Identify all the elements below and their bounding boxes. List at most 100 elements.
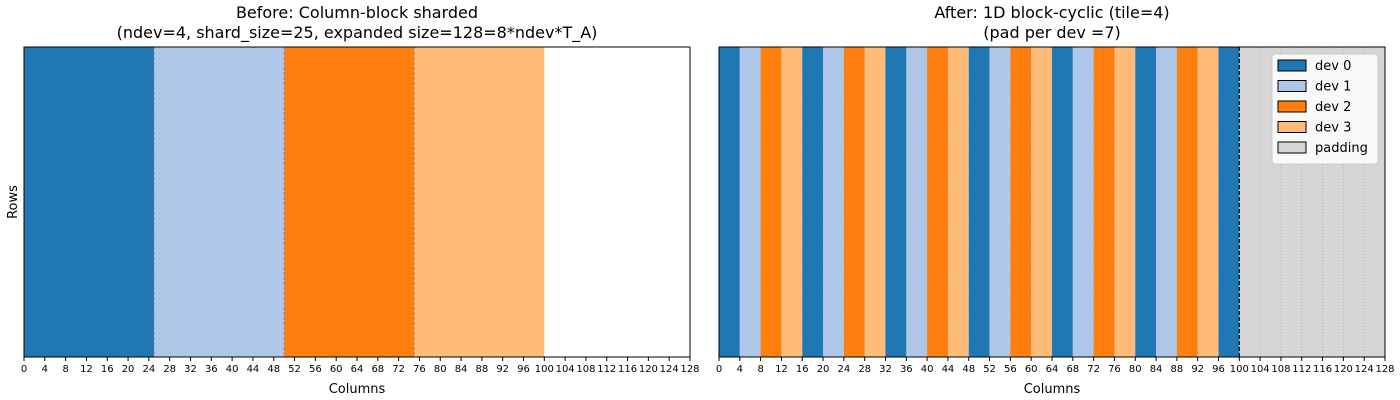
x-tick-label: 116: [618, 364, 637, 375]
x-tick-label: 92: [1191, 364, 1204, 375]
x-tick-label: 0: [21, 364, 27, 375]
x-tick-label: 68: [371, 364, 384, 375]
legend: dev 0 dev 1 dev 2 dev 3 padding: [1271, 53, 1379, 165]
x-tick-label: 80: [434, 364, 447, 375]
tile-dev3: [864, 47, 886, 357]
x-tick-label: 40: [226, 364, 239, 375]
x-tick-label: 16: [101, 364, 114, 375]
tile-dev2: [927, 47, 948, 357]
x-tick-label: 124: [660, 364, 679, 375]
before-chart-title-line1: Before: Column-block sharded: [236, 3, 478, 22]
x-tick-label: 48: [962, 364, 975, 375]
x-tick-label: 68: [1066, 364, 1079, 375]
tile-dev1: [1156, 47, 1177, 357]
x-tick-label: 4: [737, 364, 743, 375]
legend-label-dev1: dev 1: [1315, 80, 1351, 95]
tile-dev1: [739, 47, 761, 357]
x-tick-label: 76: [413, 364, 426, 375]
x-tick-label: 56: [1004, 364, 1017, 375]
x-tick-label: 128: [680, 364, 699, 375]
x-tick-label: 32: [879, 364, 892, 375]
x-tick-label: 32: [184, 364, 197, 375]
tile-dev2: [1093, 47, 1115, 357]
x-tick-label: 12: [775, 364, 788, 375]
x-tick-label: 72: [392, 364, 405, 375]
x-tick-label: 104: [1251, 364, 1270, 375]
x-tick-label: 108: [576, 364, 595, 375]
legend-swatch-dev3: [1277, 121, 1307, 133]
before-chart: Before: Column-block sharded (ndev=4, sh…: [6, 3, 700, 397]
tile-dev0: [1052, 47, 1073, 357]
x-tick-label: 20: [122, 364, 135, 375]
tile-dev0: [1135, 47, 1157, 357]
before-x-ticks: 0 4 8 12 16 20 24 28 32 36 40 44 48 52 56 60 64 68 72 76 80 8…: [21, 357, 700, 375]
tile-dev2: [1010, 47, 1032, 357]
x-tick-label: 44: [942, 364, 955, 375]
shard-block-dev3: [414, 47, 545, 357]
x-tick-label: 64: [351, 364, 364, 375]
before-y-axis-label: Rows: [6, 185, 21, 219]
x-tick-label: 60: [1025, 364, 1038, 375]
x-tick-label: 84: [1150, 364, 1163, 375]
tile-dev1: [989, 47, 1011, 357]
legend-label-dev0: dev 0: [1315, 59, 1351, 74]
x-tick-label: 92: [496, 364, 509, 375]
x-tick-label: 120: [1334, 364, 1353, 375]
tile-dev3: [947, 47, 969, 357]
x-tick-label: 40: [921, 364, 934, 375]
x-tick-label: 4: [42, 364, 48, 375]
x-tick-label: 48: [267, 364, 280, 375]
x-tick-label: 96: [517, 364, 530, 375]
legend-swatch-padding: [1277, 141, 1307, 154]
x-tick-label: 8: [62, 364, 68, 375]
shard-block-dev1: [154, 47, 285, 357]
x-tick-label: 24: [838, 364, 851, 375]
x-tick-label: 100: [1230, 364, 1249, 375]
after-plot-area: [718, 46, 1386, 358]
x-tick-label: 52: [288, 364, 301, 375]
x-tick-label: 88: [476, 364, 489, 375]
x-tick-label: 44: [247, 364, 260, 375]
x-tick-label: 8: [757, 364, 763, 375]
x-tick-label: 20: [817, 364, 830, 375]
x-tick-label: 36: [205, 364, 218, 375]
shard-block-dev2: [284, 47, 415, 357]
x-tick-label: 104: [556, 364, 575, 375]
x-tick-label: 112: [597, 364, 616, 375]
x-tick-label: 28: [163, 364, 176, 375]
tile-dev3: [781, 47, 803, 357]
x-tick-label: 52: [983, 364, 996, 375]
tile-dev1: [1072, 47, 1094, 357]
x-tick-label: 112: [1292, 364, 1311, 375]
x-tick-label: 84: [455, 364, 468, 375]
after-chart-title-line2: (pad per dev =7): [983, 23, 1121, 42]
x-tick-label: 24: [143, 364, 156, 375]
tile-dev1: [823, 47, 844, 357]
tile-dev0: [1218, 47, 1240, 357]
x-tick-label: 124: [1355, 364, 1374, 375]
tile-dev1: [906, 47, 928, 357]
x-tick-label: 80: [1129, 364, 1142, 375]
tile-dev2: [1176, 47, 1198, 357]
x-tick-label: 88: [1171, 364, 1184, 375]
x-tick-label: 16: [796, 364, 809, 375]
x-tick-label: 64: [1046, 364, 1059, 375]
after-x-axis-label: Columns: [1024, 382, 1081, 397]
tile-dev0: [885, 47, 907, 357]
before-plot-area: [23, 46, 691, 358]
before-chart-title-line2: (ndev=4, shard_size=25, expanded size=12…: [117, 23, 598, 43]
x-tick-label: 60: [330, 364, 343, 375]
x-tick-label: 128: [1375, 364, 1394, 375]
x-tick-label: 36: [900, 364, 913, 375]
tile-dev0: [719, 47, 740, 357]
before-x-axis-label: Columns: [329, 382, 386, 397]
tile-dev2: [843, 47, 865, 357]
legend-swatch-dev0: [1277, 59, 1307, 72]
after-chart-title-line1: After: 1D block-cyclic (tile=4): [934, 3, 1169, 22]
x-tick-label: 108: [1271, 364, 1290, 375]
shard-block-dev0: [24, 47, 155, 357]
legend-label-dev3: dev 3: [1315, 121, 1351, 136]
x-tick-label: 56: [309, 364, 322, 375]
x-tick-label: 72: [1087, 364, 1100, 375]
